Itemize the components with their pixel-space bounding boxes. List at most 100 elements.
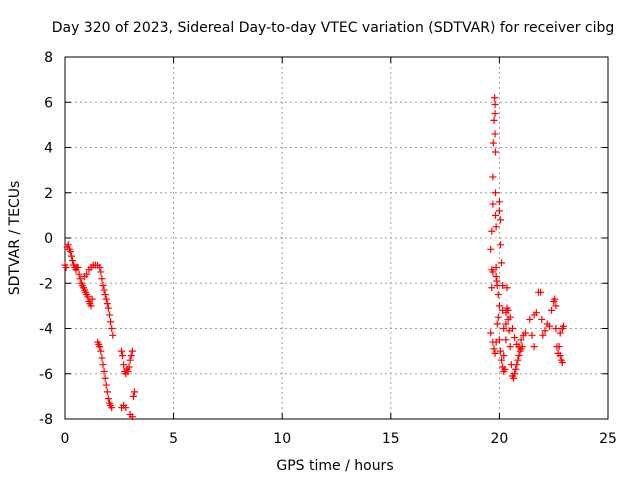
data-point <box>120 361 128 369</box>
data-point <box>537 288 545 296</box>
y-tick-label: -4 <box>39 322 53 338</box>
data-point <box>98 354 106 362</box>
data-point <box>492 263 500 271</box>
data-point <box>528 331 536 339</box>
y-tick-label: 4 <box>44 141 53 157</box>
data-point <box>530 343 538 351</box>
grid <box>65 57 608 419</box>
data-point <box>119 352 127 360</box>
data-point <box>117 347 125 355</box>
y-tick-label: -8 <box>39 412 53 428</box>
data-point <box>489 268 497 276</box>
data-point <box>503 284 511 292</box>
data-point <box>500 325 508 332</box>
data-points <box>61 94 567 421</box>
data-point <box>83 270 91 278</box>
y-tick-label: 2 <box>44 186 53 202</box>
data-point <box>103 388 111 396</box>
data-point <box>517 336 525 344</box>
data-point <box>513 361 521 369</box>
data-point <box>74 263 82 271</box>
data-point <box>100 367 108 375</box>
data-point <box>539 331 547 339</box>
data-point <box>491 211 499 219</box>
data-point <box>108 404 116 412</box>
data-point <box>96 263 104 271</box>
data-point <box>491 110 499 118</box>
data-point <box>125 363 133 371</box>
data-point <box>495 336 503 344</box>
data-point <box>126 356 134 364</box>
data-point <box>98 275 106 283</box>
data-point <box>495 207 503 215</box>
data-point <box>506 343 514 351</box>
data-point <box>88 295 96 303</box>
data-point <box>128 413 136 421</box>
data-point <box>500 367 508 375</box>
x-tick-label: 25 <box>599 431 617 447</box>
data-point <box>494 313 502 321</box>
y-tick-label: 8 <box>44 50 53 66</box>
data-point <box>101 291 109 299</box>
data-point <box>502 336 510 344</box>
data-point <box>489 173 497 181</box>
data-point <box>551 295 559 303</box>
data-point <box>511 334 519 342</box>
data-point <box>102 295 110 303</box>
chart-title: Day 320 of 2023, Sidereal Day-to-day VTE… <box>52 20 615 36</box>
data-point <box>76 275 84 283</box>
data-point <box>128 347 136 355</box>
x-tick-label: 10 <box>273 431 291 447</box>
data-point <box>526 315 534 323</box>
data-point <box>515 352 523 360</box>
data-point <box>500 352 508 360</box>
data-point <box>64 241 72 249</box>
data-point <box>548 306 556 314</box>
data-point <box>124 367 132 375</box>
data-point <box>122 404 130 412</box>
data-point <box>109 331 117 339</box>
data-point <box>487 329 495 337</box>
data-point <box>491 189 499 197</box>
data-point <box>495 198 503 206</box>
data-point <box>494 291 502 299</box>
axis-ticks <box>64 56 609 420</box>
x-tick-label: 20 <box>490 431 508 447</box>
data-point <box>552 302 560 310</box>
data-point <box>100 286 108 294</box>
data-point <box>552 325 560 332</box>
data-point <box>491 148 499 156</box>
y-tick-label: 0 <box>44 231 53 247</box>
data-point <box>496 216 504 224</box>
data-point <box>68 252 76 260</box>
y-tick-label: -2 <box>39 276 53 292</box>
x-tick-labels: 0 5 10 15 20 25 <box>61 431 617 447</box>
y-tick-label: 6 <box>44 95 53 111</box>
data-point <box>532 309 540 317</box>
data-point <box>504 306 512 314</box>
data-point <box>127 352 135 360</box>
data-point <box>66 248 74 256</box>
data-point <box>69 257 77 265</box>
data-point <box>488 284 496 292</box>
data-point <box>87 302 95 310</box>
data-point <box>104 395 112 403</box>
data-point <box>556 329 564 337</box>
data-point <box>492 272 500 280</box>
data-point <box>75 270 83 278</box>
data-point <box>558 358 566 366</box>
data-point <box>515 343 523 351</box>
data-point <box>502 320 510 328</box>
data-point <box>101 374 109 382</box>
data-point <box>521 329 529 337</box>
data-point <box>545 322 553 330</box>
data-point <box>131 388 139 396</box>
data-point <box>96 343 104 351</box>
data-point <box>508 325 516 332</box>
data-point <box>559 322 567 330</box>
data-point <box>489 139 497 147</box>
data-point <box>62 263 70 271</box>
data-point <box>541 327 549 335</box>
data-point <box>495 302 503 310</box>
